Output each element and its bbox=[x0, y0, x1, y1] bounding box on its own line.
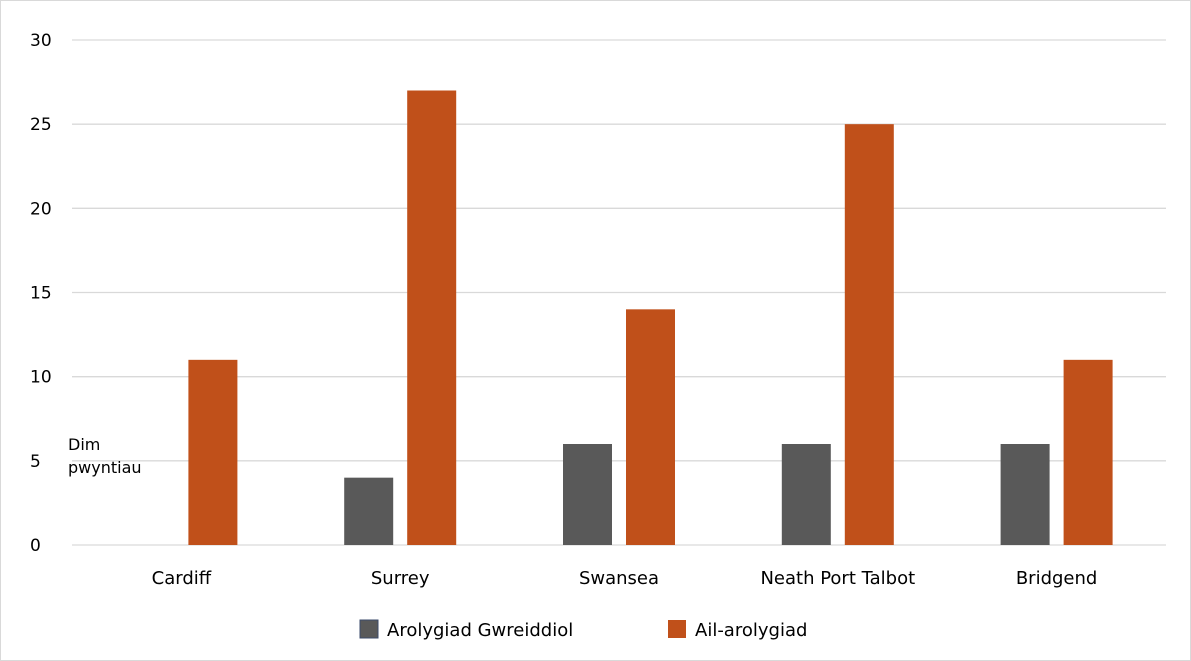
bar-original bbox=[1000, 444, 1050, 545]
y-tick-label: 25 bbox=[30, 115, 52, 135]
x-axis-labels: Cardiff Surrey Swansea Neath Port Talbot Bri… bbox=[152, 568, 1098, 589]
bar-re-inspection bbox=[844, 124, 894, 546]
bar-original bbox=[344, 477, 394, 545]
bar-re-inspection bbox=[188, 359, 238, 545]
x-tick-label: Cardiff bbox=[152, 568, 212, 589]
x-tick-label: Neath Port Talbot bbox=[760, 568, 915, 589]
bar-re-inspection bbox=[626, 309, 675, 545]
x-tick-label: Swansea bbox=[579, 568, 659, 589]
legend: Arolygiad Gwreiddiol Ail-arolygiad bbox=[359, 619, 807, 641]
y-tick-label: 5 bbox=[30, 452, 41, 472]
annotation-text: Dim bbox=[68, 435, 100, 454]
legend-label: Ail-arolygiad bbox=[695, 620, 807, 641]
bar-re-inspection bbox=[407, 90, 457, 545]
legend-label: Arolygiad Gwreiddiol bbox=[387, 620, 573, 641]
x-tick-label: Bridgend bbox=[1016, 568, 1098, 589]
y-tick-label: 15 bbox=[30, 284, 52, 304]
gridlines bbox=[72, 39, 1166, 546]
y-tick-label: 10 bbox=[30, 368, 52, 388]
y-tick-label: 30 bbox=[30, 31, 52, 51]
bar-original bbox=[563, 444, 612, 545]
y-axis-ticks: 0 5 10 15 20 25 30 bbox=[30, 31, 52, 556]
legend-swatch bbox=[668, 620, 686, 638]
y-tick-label: 0 bbox=[30, 536, 41, 556]
bar-re-inspection bbox=[1063, 359, 1113, 545]
annotation-text: pwyntiau bbox=[68, 458, 142, 477]
x-tick-label: Surrey bbox=[371, 568, 430, 589]
bar-original bbox=[781, 444, 831, 545]
legend-swatch bbox=[359, 619, 379, 639]
y-tick-label: 20 bbox=[30, 199, 52, 219]
annotations: Dim pwyntiau bbox=[68, 435, 142, 477]
bars bbox=[188, 90, 1113, 546]
